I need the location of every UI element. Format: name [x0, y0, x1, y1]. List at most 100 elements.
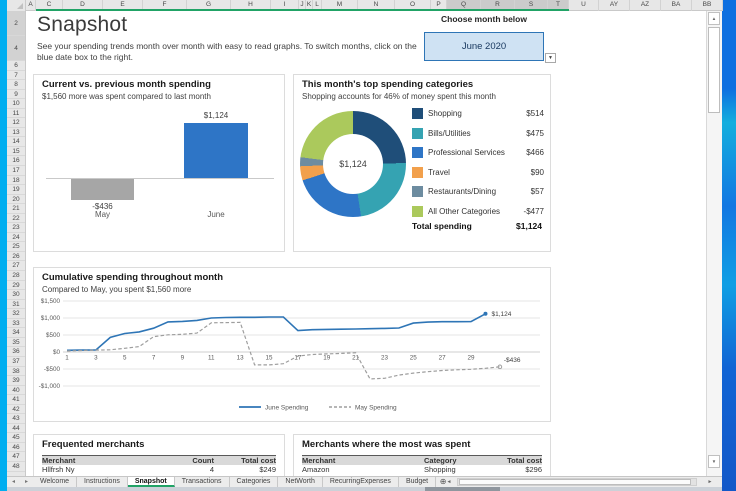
- column-header-G[interactable]: G: [187, 0, 231, 11]
- row-headers[interactable]: 2 4 6 7 8 9 10 11 12 13 14 15 16 17 18 19 20 21 22 23 24 25 26…: [7, 11, 26, 476]
- row-header-39[interactable]: 39: [7, 376, 25, 386]
- add-sheet-icon[interactable]: ⊕: [439, 477, 447, 486]
- column-header-E[interactable]: E: [103, 0, 143, 11]
- row-header-16[interactable]: 16: [7, 156, 25, 167]
- row-header-20[interactable]: 20: [7, 195, 25, 205]
- vertical-scrollbar[interactable]: [706, 11, 722, 476]
- frequented-merchants-table: Merchant Count Total cost Hllfrsh Ny 4 $249: [42, 455, 276, 475]
- line-chart-card[interactable]: Cumulative spending throughout month Com…: [33, 267, 551, 422]
- row-header-22[interactable]: 22: [7, 214, 25, 224]
- column-header-O[interactable]: O: [395, 0, 431, 11]
- row-header-30[interactable]: 30: [7, 290, 25, 300]
- row-header-31[interactable]: 31: [7, 300, 25, 310]
- column-header-H[interactable]: H: [231, 0, 271, 11]
- row-header-9[interactable]: 9: [7, 90, 25, 100]
- row-header-37[interactable]: 37: [7, 357, 25, 367]
- column-header-U[interactable]: U: [569, 0, 599, 11]
- row-header-2[interactable]: 2: [7, 11, 25, 36]
- column-header-P[interactable]: P: [431, 0, 447, 11]
- row-header-4[interactable]: 4: [7, 36, 25, 61]
- row-header-28[interactable]: 28: [7, 271, 25, 281]
- row-header-23[interactable]: 23: [7, 223, 25, 233]
- column-header-AZ[interactable]: AZ: [630, 0, 661, 11]
- row-header-38[interactable]: 38: [7, 367, 25, 377]
- row-header-12[interactable]: 12: [7, 118, 25, 128]
- row-header-47[interactable]: 47: [7, 452, 25, 462]
- row-header-19[interactable]: 19: [7, 185, 25, 195]
- column-header-R[interactable]: R: [481, 0, 515, 11]
- column-header-F[interactable]: F: [143, 0, 187, 11]
- column-header-L[interactable]: L: [313, 0, 322, 11]
- row-header-43[interactable]: 43: [7, 414, 25, 424]
- row-header-36[interactable]: 36: [7, 347, 25, 357]
- column-header-K[interactable]: K: [306, 0, 313, 11]
- tab-recurringexpenses[interactable]: RecurringExpenses: [323, 477, 399, 487]
- column-headers[interactable]: A C D E F G H I J K L M N O P Q R S T U AY AZ BA BB: [26, 0, 723, 11]
- row-header-45[interactable]: 45: [7, 433, 25, 443]
- row-header-14[interactable]: 14: [7, 137, 25, 147]
- column-header-Q[interactable]: Q: [447, 0, 481, 11]
- column-header-T[interactable]: T: [548, 0, 569, 11]
- hscroll-left-icon[interactable]: ◄: [446, 479, 452, 485]
- tab-nav-left-icon[interactable]: ◂: [11, 479, 15, 485]
- row-header-13[interactable]: 13: [7, 128, 25, 138]
- column-header-M[interactable]: M: [322, 0, 358, 11]
- row-header-48[interactable]: 48: [7, 462, 25, 472]
- row-header-7[interactable]: 7: [7, 71, 25, 81]
- tab-budget[interactable]: Budget: [399, 477, 437, 487]
- row-header-6[interactable]: 6: [7, 61, 25, 71]
- frequented-merchants-card: Frequented merchants Merchant Count Total …: [33, 434, 285, 476]
- row-header-32[interactable]: 32: [7, 309, 25, 319]
- row-header-18[interactable]: 18: [7, 176, 25, 186]
- scroll-up-icon[interactable]: ▲: [708, 12, 720, 25]
- row-header-34[interactable]: 34: [7, 328, 25, 338]
- row-header-27[interactable]: 27: [7, 261, 25, 272]
- row-header-42[interactable]: 42: [7, 405, 25, 415]
- column-header-AY[interactable]: AY: [599, 0, 630, 11]
- row-header-35[interactable]: 35: [7, 338, 25, 348]
- row-header-11[interactable]: 11: [7, 109, 25, 119]
- tab-snapshot[interactable]: Snapshot: [127, 477, 175, 487]
- row-header-8[interactable]: 8: [7, 80, 25, 90]
- series-may: [66, 321, 500, 380]
- row-header-46[interactable]: 46: [7, 443, 25, 453]
- tab-transactions[interactable]: Transactions: [175, 477, 230, 487]
- row-header-44[interactable]: 44: [7, 424, 25, 434]
- scroll-down-icon[interactable]: ▼: [708, 455, 720, 468]
- select-all-corner[interactable]: [7, 0, 26, 11]
- column-header-N[interactable]: N: [358, 0, 395, 11]
- tab-networth[interactable]: NetWorth: [278, 477, 323, 487]
- hscroll-right-icon[interactable]: ►: [707, 479, 713, 485]
- row-header-10[interactable]: 10: [7, 99, 25, 109]
- table-cell: Shopping: [424, 465, 456, 475]
- row-header-25[interactable]: 25: [7, 242, 25, 252]
- column-header-BA[interactable]: BA: [661, 0, 692, 11]
- bar-chart-card[interactable]: Current vs. previous month spending $1,5…: [33, 74, 285, 252]
- row-header-24[interactable]: 24: [7, 233, 25, 243]
- row-header-15[interactable]: 15: [7, 147, 25, 157]
- column-header-J[interactable]: J: [299, 0, 306, 11]
- column-header-BB[interactable]: BB: [692, 0, 723, 11]
- column-header-A[interactable]: A: [26, 0, 36, 11]
- horizontal-scroll-thumb[interactable]: [459, 479, 691, 485]
- row-header-40[interactable]: 40: [7, 386, 25, 396]
- tab-welcome[interactable]: Welcome: [33, 477, 78, 487]
- row-header-26[interactable]: 26: [7, 252, 25, 262]
- row-header-33[interactable]: 33: [7, 319, 25, 329]
- frequented-merchants-title: Frequented merchants: [42, 439, 145, 450]
- column-header-C[interactable]: C: [36, 0, 63, 11]
- column-header-I[interactable]: I: [271, 0, 299, 11]
- column-header-D[interactable]: D: [63, 0, 103, 11]
- vertical-scroll-thumb[interactable]: [708, 27, 720, 113]
- tab-categories[interactable]: Categories: [230, 477, 279, 487]
- row-header-41[interactable]: 41: [7, 395, 25, 405]
- row-header-21[interactable]: 21: [7, 204, 25, 214]
- month-dropdown-icon[interactable]: ▼: [545, 53, 556, 63]
- column-header-S[interactable]: S: [515, 0, 548, 11]
- row-header-17[interactable]: 17: [7, 166, 25, 176]
- tab-nav-right-icon[interactable]: ▸: [24, 479, 28, 485]
- row-header-29[interactable]: 29: [7, 281, 25, 291]
- month-selector[interactable]: June 2020: [424, 32, 544, 61]
- donut-chart-card[interactable]: This month's top spending categories Sho…: [293, 74, 551, 252]
- tab-instructions[interactable]: Instructions: [77, 477, 128, 487]
